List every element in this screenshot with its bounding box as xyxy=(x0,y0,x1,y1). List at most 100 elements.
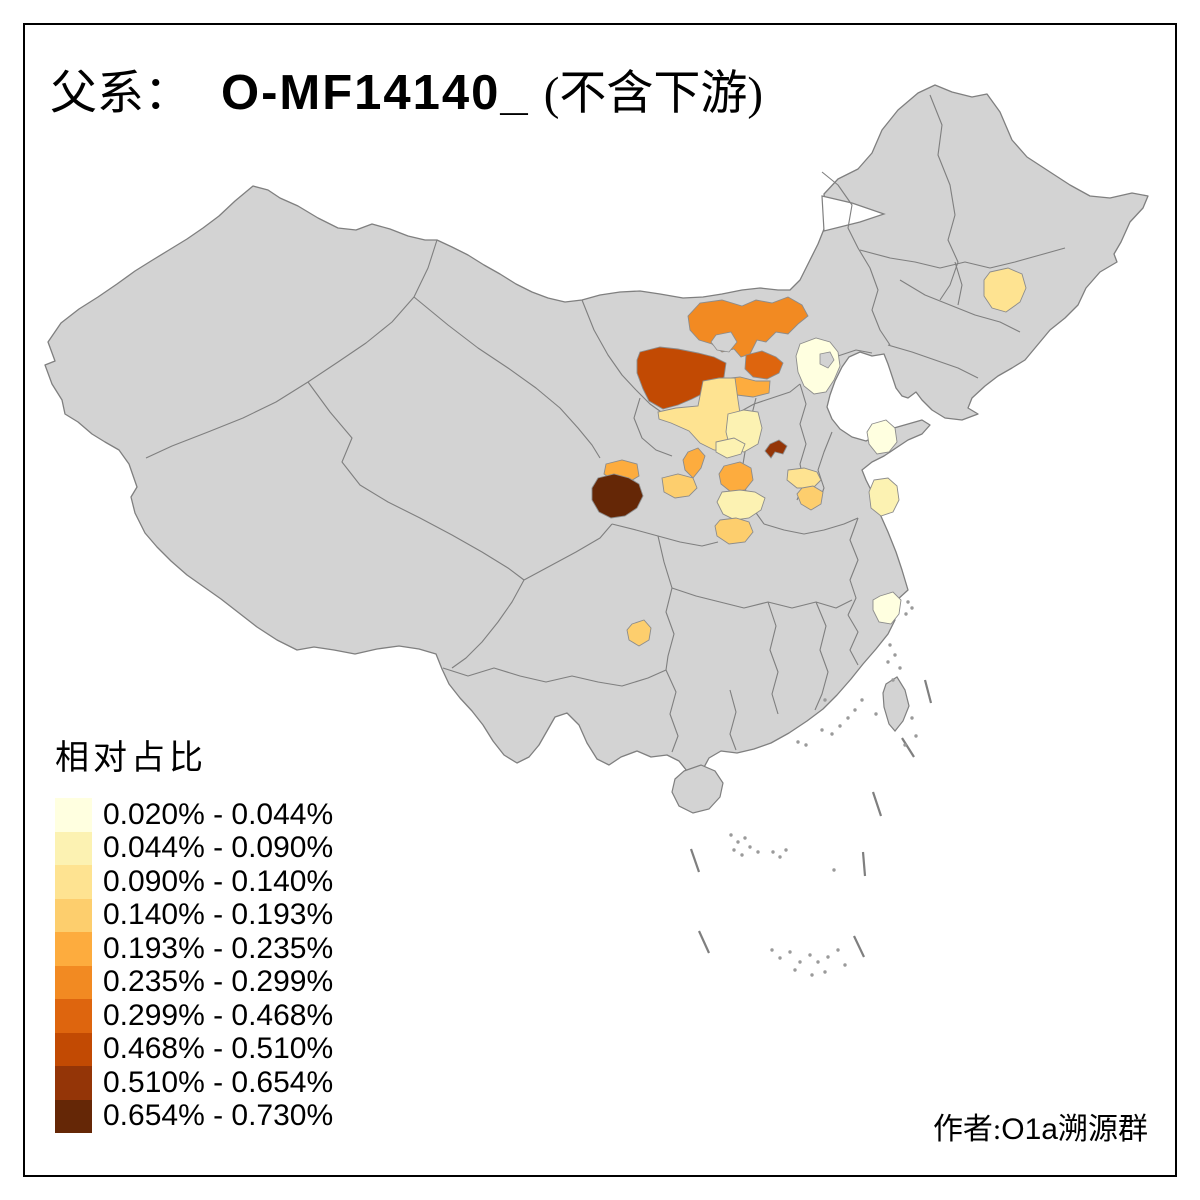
province-border-8 xyxy=(657,535,675,671)
islet-dot-36 xyxy=(860,698,864,702)
legend-row: 0.193% - 0.235% xyxy=(55,932,333,966)
islet-dot-15 xyxy=(808,953,812,957)
islet-dot-9 xyxy=(778,855,782,859)
legend-swatch-4 xyxy=(55,898,92,932)
province-border-17 xyxy=(814,601,829,711)
province-border-19 xyxy=(665,669,679,753)
map-region-r11 xyxy=(682,447,706,479)
islet-dot-19 xyxy=(810,973,814,977)
map-region-r22 xyxy=(872,591,902,625)
title-haplogroup: O-MF14140_ xyxy=(221,66,530,120)
province-border-7 xyxy=(442,667,667,687)
legend-label-10: 0.654% - 0.730% xyxy=(103,1099,334,1133)
legend-label-8: 0.468% - 0.510% xyxy=(103,1032,334,1066)
legend-row: 0.654% - 0.730% xyxy=(55,1099,334,1133)
map-region-r10 xyxy=(661,473,698,499)
legend-swatch-6 xyxy=(55,965,92,999)
legend-swatch-9 xyxy=(55,1066,92,1100)
province-border-2 xyxy=(307,381,525,581)
legend-swatch-1 xyxy=(55,798,92,832)
map-region-r09 xyxy=(591,473,644,519)
islet-dot-37 xyxy=(853,708,857,712)
islet-dot-28 xyxy=(906,600,910,604)
islet-dot-18 xyxy=(836,948,840,952)
islet-dot-1 xyxy=(729,833,733,837)
islet-dot-25 xyxy=(914,734,918,738)
legend-title: 相对占比 xyxy=(55,740,207,777)
legend-row: 0.020% - 0.044% xyxy=(55,798,333,832)
islet-dot-39 xyxy=(838,724,842,728)
legend-label-2: 0.044% - 0.090% xyxy=(103,831,334,865)
title-prefix: 父系： xyxy=(50,68,191,120)
author-group-latin: O1a xyxy=(1001,1113,1058,1146)
mainland-china xyxy=(44,84,1149,782)
islet-dot-12 xyxy=(778,956,782,960)
islet-dot-33 xyxy=(886,660,890,664)
legend-swatch-3 xyxy=(55,865,92,899)
province-border-14 xyxy=(763,517,859,535)
legend-row: 0.510% - 0.654% xyxy=(55,1066,333,1100)
islet-dot-41 xyxy=(823,698,827,702)
map-region-r16 xyxy=(764,439,788,459)
province-border-9 xyxy=(451,579,525,669)
islet-dot-31 xyxy=(888,643,892,647)
legend-label-3: 0.090% - 0.140% xyxy=(103,864,334,898)
islet-dot-21 xyxy=(823,970,827,974)
islet-dot-16 xyxy=(816,960,820,964)
islet-dot-23 xyxy=(832,868,836,872)
author-group-cn: 溯源群 xyxy=(1058,1113,1148,1146)
islet-dot-2 xyxy=(736,840,740,844)
map-region-r21 xyxy=(626,619,652,647)
legend-swatch-10 xyxy=(55,1099,92,1133)
province-border-1 xyxy=(145,239,438,459)
province-border-5 xyxy=(523,523,613,581)
map-region-r14 xyxy=(716,489,766,521)
province-border-28 xyxy=(887,344,979,379)
lake-hole-inner-mongolia xyxy=(710,331,738,353)
province-border-4 xyxy=(581,299,637,391)
legend: 相对占比 0.020% - 0.044% 0.044% - 0.090% 0.0… xyxy=(55,742,333,1133)
province-border-24 xyxy=(821,171,891,346)
islet-dot-29 xyxy=(910,606,914,610)
islet-dot-44 xyxy=(820,728,824,732)
title-suffix: (不含下游) xyxy=(543,68,764,120)
sea-boundary-dash-4 xyxy=(861,851,867,877)
sea-boundary-dash-3 xyxy=(871,791,883,817)
islet-dot-13 xyxy=(788,950,792,954)
islet-dot-14 xyxy=(798,960,802,964)
islet-dot-3 xyxy=(743,836,747,840)
province-border-29 xyxy=(954,261,963,306)
map-region-r19 xyxy=(866,419,898,455)
province-border-3 xyxy=(413,296,601,459)
hainan-island xyxy=(671,764,724,814)
legend-row: 0.468% - 0.510% xyxy=(55,1032,334,1066)
province-border-18 xyxy=(729,689,737,751)
islet-dot-24 xyxy=(910,716,914,720)
legend-row: 0.044% - 0.090% xyxy=(55,831,334,865)
map-region-r15 xyxy=(714,517,754,545)
islet-dot-8 xyxy=(771,850,775,854)
islet-dot-32 xyxy=(893,653,897,657)
map-region-r17 xyxy=(786,467,822,489)
islet-dot-6 xyxy=(748,845,752,849)
province-border-6 xyxy=(611,523,719,547)
legend-swatch-5 xyxy=(55,932,92,966)
sea-boundary-dash-2 xyxy=(901,737,915,758)
province-border-22 xyxy=(633,397,673,457)
legend-rows: 0.020% - 0.044% 0.044% - 0.090% 0.090% -… xyxy=(55,798,333,1133)
legend-label-6: 0.235% - 0.299% xyxy=(103,965,334,999)
province-border-21 xyxy=(847,614,859,666)
islet-dot-42 xyxy=(796,740,800,744)
legend-row: 0.235% - 0.299% xyxy=(55,965,334,999)
islet-dot-38 xyxy=(846,716,850,720)
province-border-27 xyxy=(899,279,1021,333)
legend-swatch-2 xyxy=(55,831,92,865)
islet-dot-7 xyxy=(756,850,760,854)
islet-dot-22 xyxy=(843,963,847,967)
author-prefix: 作者: xyxy=(932,1113,1002,1146)
province-border-26 xyxy=(859,247,1066,269)
sea-boundary-dash-1 xyxy=(923,679,933,704)
province-border-20 xyxy=(847,517,859,616)
